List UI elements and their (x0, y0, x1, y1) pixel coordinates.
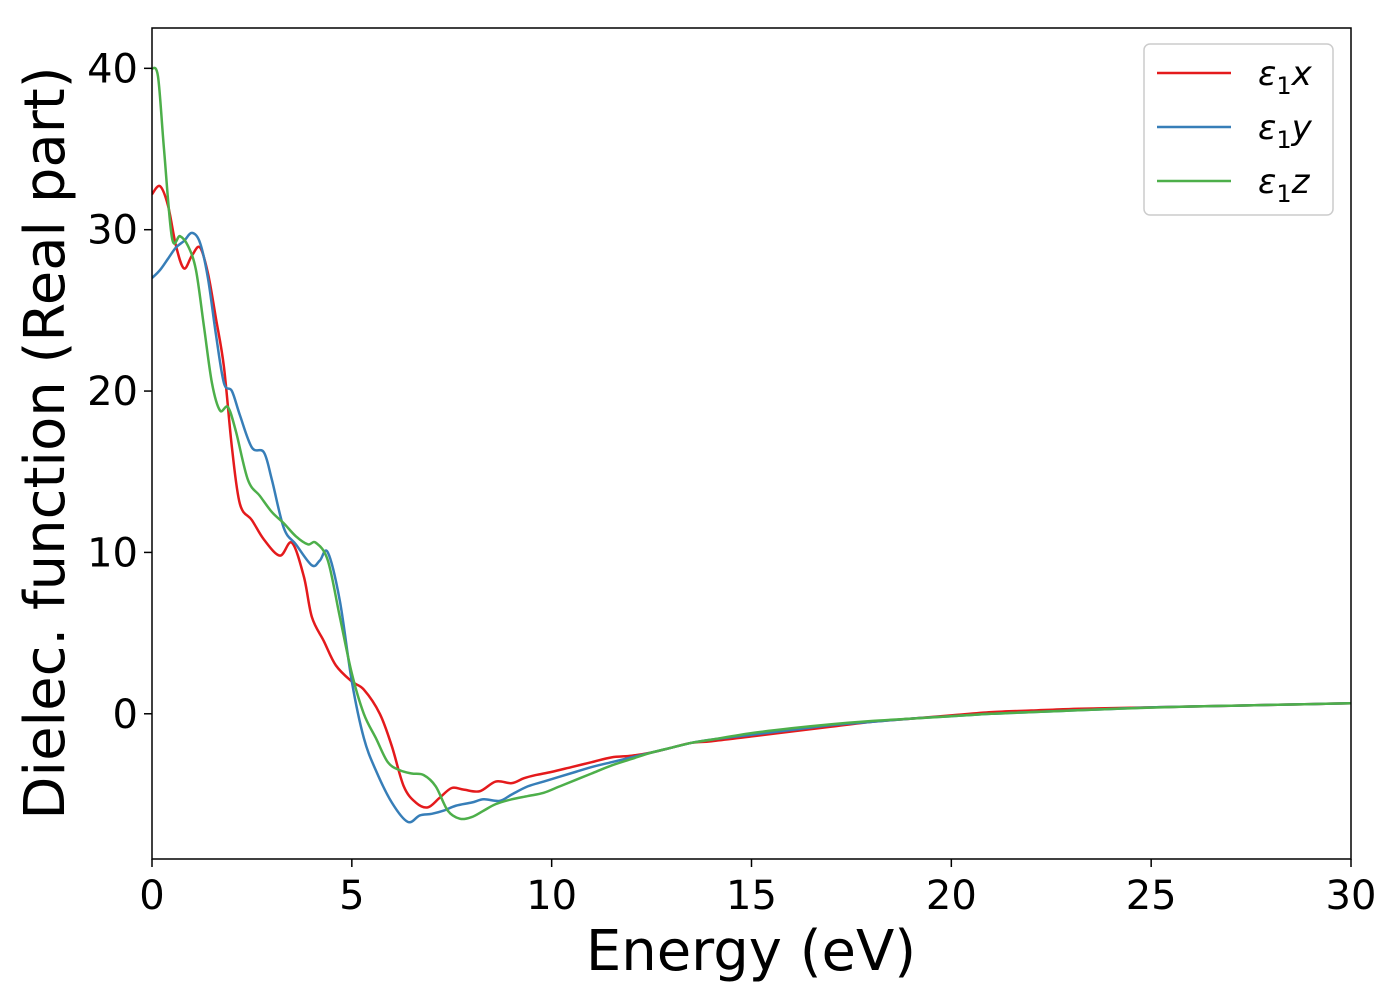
x-tick-label: 10 (526, 873, 577, 919)
series-line-z (152, 66, 1351, 821)
x-tick-label: 15 (726, 873, 777, 919)
legend-label-y: ε1y (1258, 108, 1313, 154)
y-tick-label: 40 (87, 46, 138, 92)
x-tick-label: 30 (1326, 873, 1377, 919)
x-axis-ticks: 0 5 10 15 20 25 30 (139, 859, 1376, 919)
y-tick-label: 30 (87, 208, 138, 254)
series-line-x (152, 184, 1351, 809)
x-tick-label: 25 (1126, 873, 1177, 919)
y-axis-ticks: 0 10 20 30 40 (87, 46, 152, 738)
y-tick-label: 10 (87, 530, 138, 576)
x-axis-title: Energy (eV) (586, 919, 916, 984)
y-tick-label: 0 (113, 692, 138, 738)
x-tick-label: 20 (926, 873, 977, 919)
x-tick-label: 5 (339, 873, 364, 919)
y-axis-title: Dielec. function (Real part) (13, 66, 78, 819)
legend: ε1x ε1y ε1z (1143, 43, 1334, 216)
legend-label-z: ε1z (1258, 162, 1311, 208)
y-tick-label: 20 (87, 369, 138, 415)
legend-label-x: ε1x (1258, 54, 1313, 100)
series-layer (152, 66, 1351, 824)
legend-box (1143, 43, 1334, 216)
x-tick-label: 0 (139, 873, 164, 919)
